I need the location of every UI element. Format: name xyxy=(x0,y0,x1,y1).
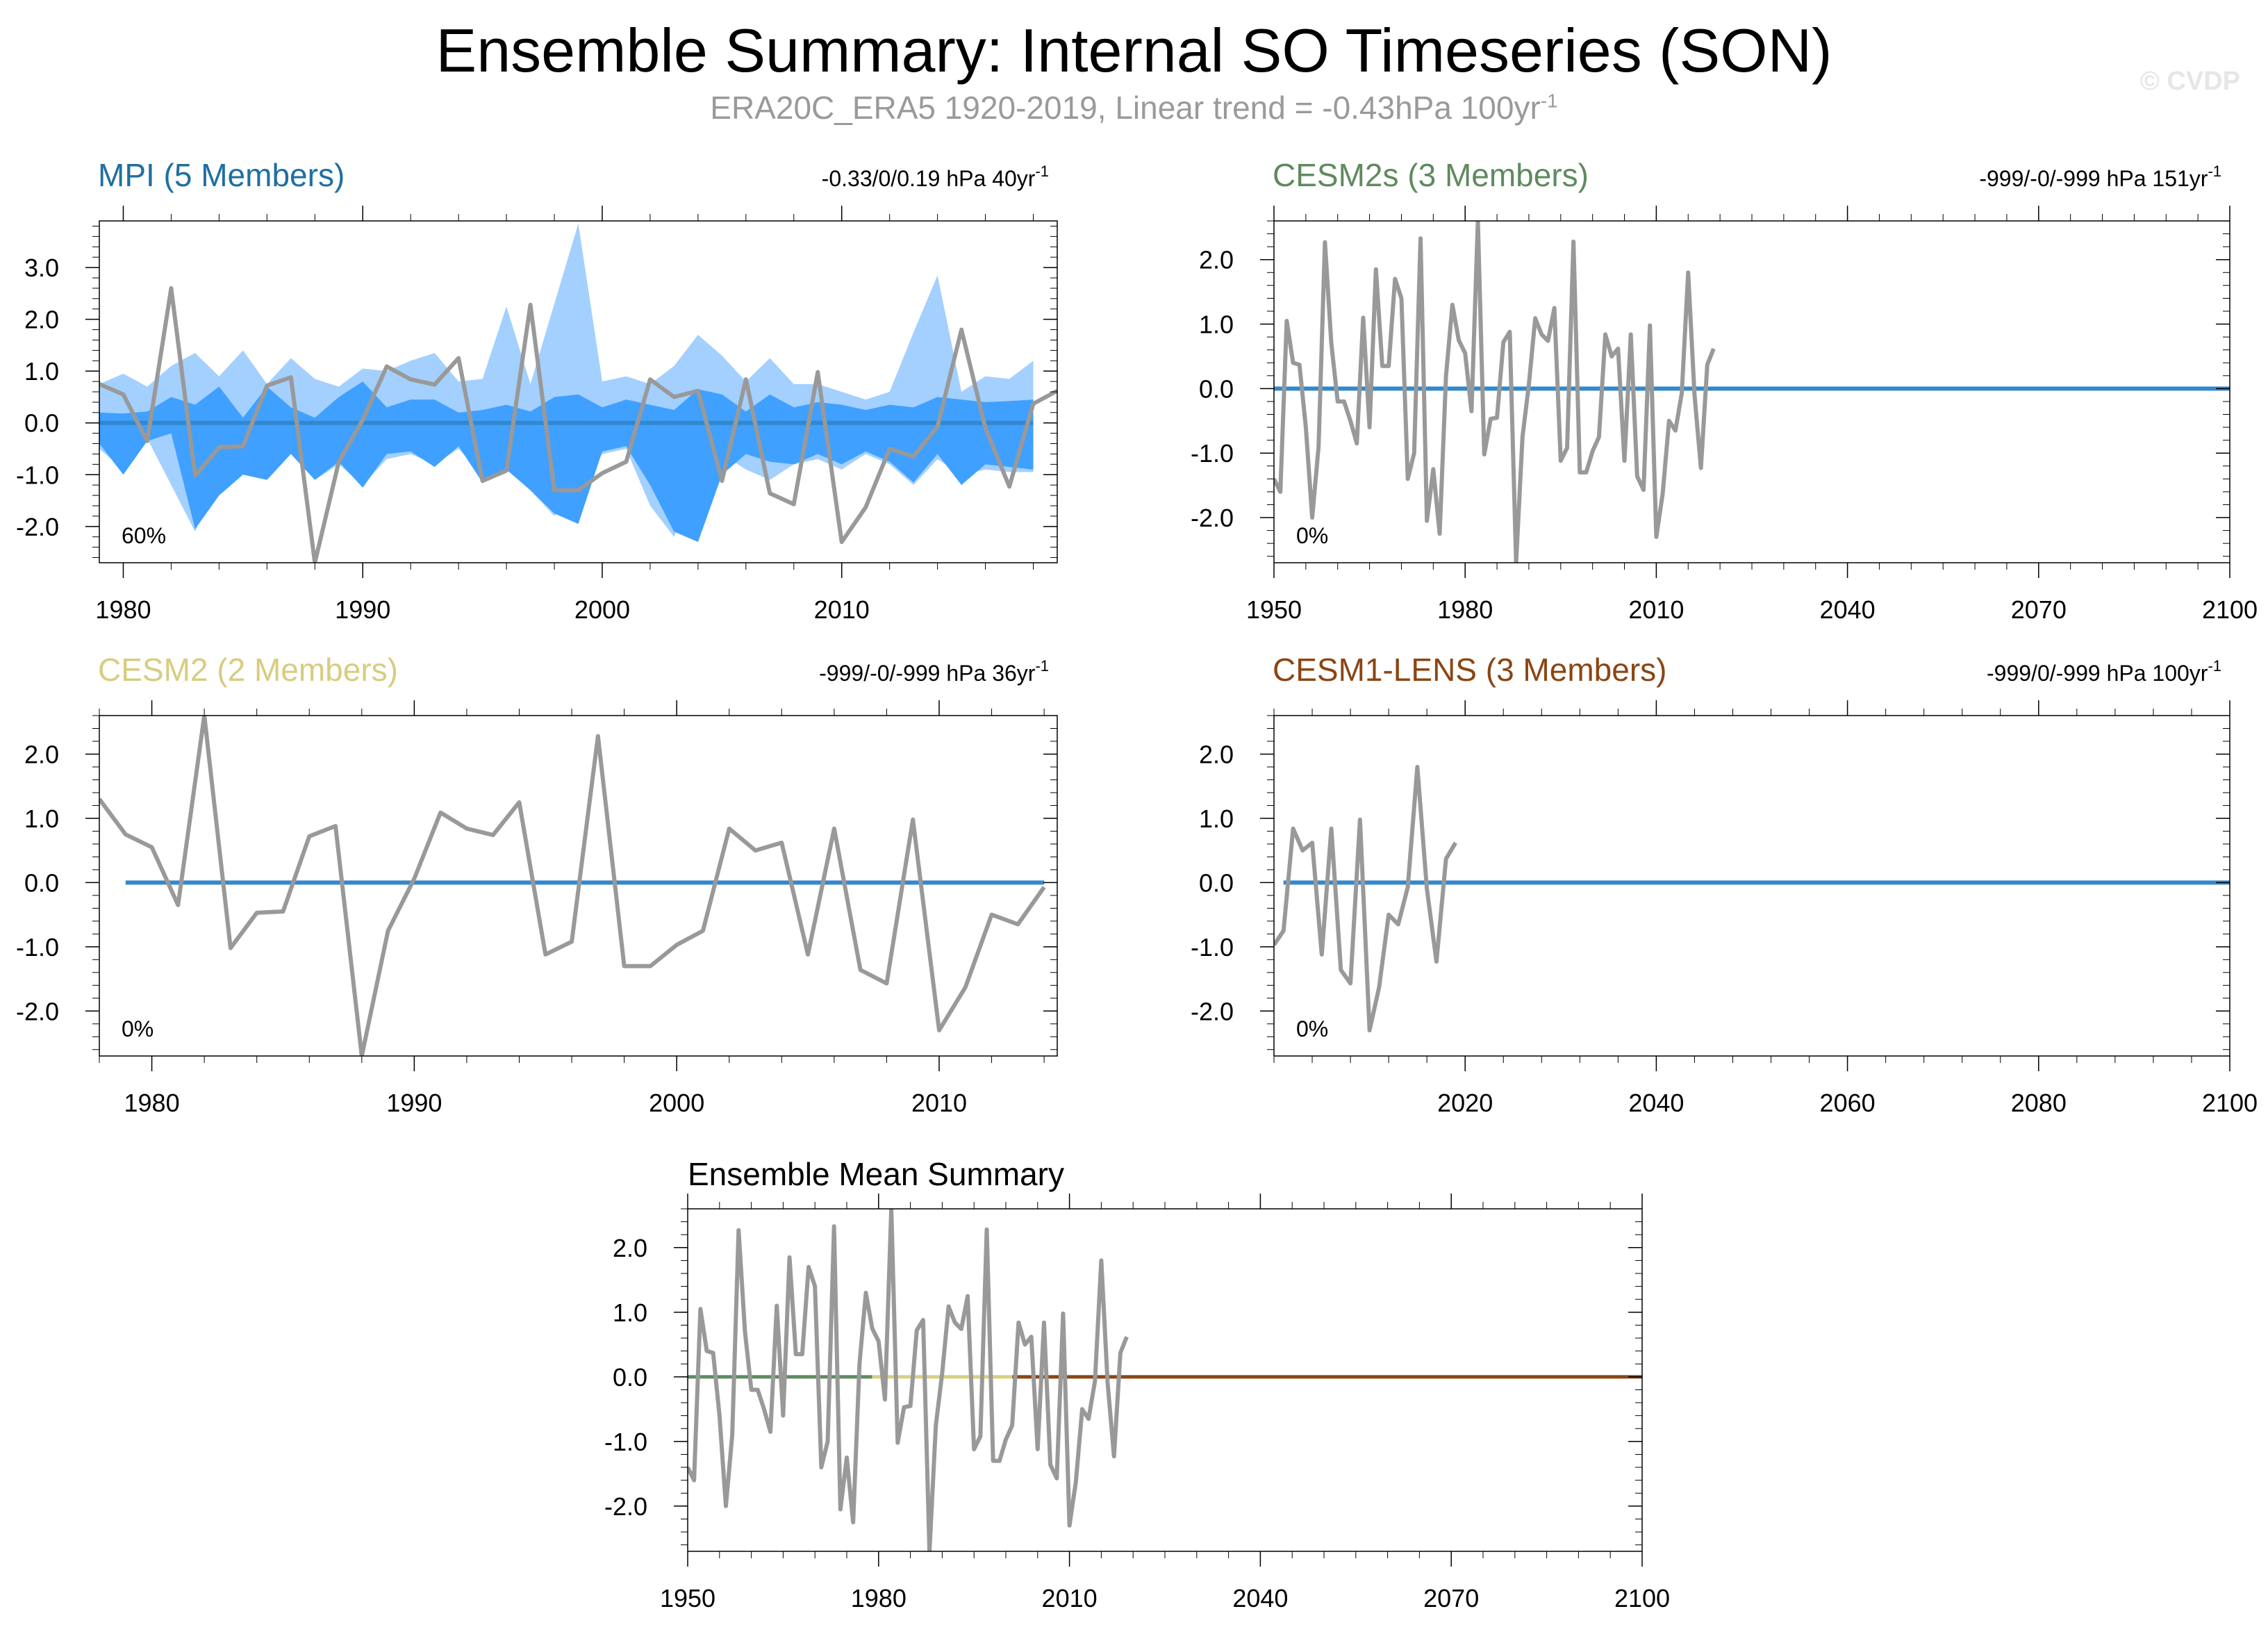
percent-label: 0% xyxy=(1296,523,1328,548)
plot-frame xyxy=(1273,715,2230,1057)
x-tick-label: 2000 xyxy=(574,595,630,624)
y-tick-label: 0.0 xyxy=(1199,868,1234,897)
y-tick-label: -2.0 xyxy=(1191,997,1234,1025)
obs-series-line xyxy=(99,286,1057,563)
y-tick-label: 1.0 xyxy=(1199,804,1234,833)
panel-ensemble-mean: 2.0 1.0 0.0 -1.0 -2.0 1950 1980 2010 2040 2070 210… xyxy=(604,1156,1670,1612)
panel-stat: -999/-0/-999 hPa 36yr-1 xyxy=(819,657,1049,686)
percent-label: 60% xyxy=(122,523,166,548)
x-tick-label: 2040 xyxy=(1628,1089,1684,1117)
y-tick-label: 0.0 xyxy=(24,409,59,438)
x-tick-label: 2010 xyxy=(814,595,870,624)
obs-series-line xyxy=(99,716,1046,1056)
panel-stat-sup: -1 xyxy=(2208,657,2221,675)
x-tick-label: 2010 xyxy=(911,1089,967,1117)
obs-series-line xyxy=(1274,221,1716,563)
plot-area xyxy=(99,716,1046,1056)
plot-frame xyxy=(99,715,1058,1057)
y-tick-label: -1.0 xyxy=(1191,933,1234,962)
panel-stat-sup: -1 xyxy=(2208,163,2221,180)
x-tick-label: 2080 xyxy=(2011,1089,2067,1117)
y-tick-label: 2.0 xyxy=(1199,740,1234,768)
plot-area xyxy=(1274,764,2230,1033)
y-tick-label: -1.0 xyxy=(604,1428,647,1456)
y-tick-label: -2.0 xyxy=(604,1492,647,1521)
x-tick-label: 1980 xyxy=(124,1089,180,1117)
obs-series-line xyxy=(688,1209,1129,1551)
x-tick-label: 2020 xyxy=(1437,1089,1493,1117)
x-tick-label: 2100 xyxy=(2202,1089,2258,1117)
x-tick-label: 2010 xyxy=(1042,1584,1098,1612)
x-tick-label: 2060 xyxy=(1820,1089,1876,1117)
x-tick-label: 2100 xyxy=(2202,595,2258,624)
y-tick-label: -2.0 xyxy=(1191,504,1234,532)
y-tick-label: 0.0 xyxy=(613,1363,647,1392)
x-tick-label: 2010 xyxy=(1628,595,1684,624)
subtitle-sup: -1 xyxy=(1540,90,1558,112)
y-tick-label: 2.0 xyxy=(24,306,59,334)
y-tick-label: -1.0 xyxy=(1191,439,1234,468)
y-tick-label: 1.0 xyxy=(613,1298,647,1327)
panel-stat: -0.33/0/0.19 hPa 40yr-1 xyxy=(822,163,1049,191)
x-tick-label: 2070 xyxy=(2011,595,2067,624)
watermark: © CVDP xyxy=(2139,67,2240,96)
y-tick-label: 2.0 xyxy=(24,740,59,768)
plot-area xyxy=(1274,221,2230,563)
obs-series-line xyxy=(1274,764,1458,1033)
panel-title: MPI (5 Members) xyxy=(98,157,345,193)
x-tick-label: 1990 xyxy=(335,595,390,624)
panel-stat: -999/0/-999 hPa 100yr-1 xyxy=(1987,657,2221,686)
x-tick-label: 2070 xyxy=(1423,1584,1479,1612)
y-tick-label: 0.0 xyxy=(1199,374,1234,403)
panel-title: CESM2s (3 Members) xyxy=(1273,157,1589,193)
y-tick-label: 1.0 xyxy=(24,357,59,386)
panel-title: CESM2 (2 Members) xyxy=(98,652,398,688)
x-tick-label: 1980 xyxy=(851,1584,907,1612)
x-tick-label: 2100 xyxy=(1614,1584,1670,1612)
y-tick-label: -1.0 xyxy=(16,933,59,962)
x-tick-label: 2040 xyxy=(1232,1584,1288,1612)
y-tick-label: -1.0 xyxy=(16,461,59,489)
y-tick-label: -2.0 xyxy=(16,513,59,541)
panel-mpi: 3.0 2.0 1.0 0.0 -1.0 -2.0 1980 1990 2000 2010 MPI … xyxy=(16,157,1058,624)
x-tick-label: 1980 xyxy=(1437,595,1493,624)
y-tick-label: 1.0 xyxy=(1199,311,1234,339)
panel-cesm1-lens: 2.0 1.0 0.0 -1.0 -2.0 2020 2040 2060 2080 2100 CES… xyxy=(1191,652,2258,1117)
y-tick-label: 2.0 xyxy=(613,1234,647,1262)
plot-area xyxy=(99,223,1057,563)
x-tick-label: 1950 xyxy=(660,1584,715,1612)
panel-stat: -999/-0/-999 hPa 151yr-1 xyxy=(1979,163,2221,191)
panel-cesm2: 2.0 1.0 0.0 -1.0 -2.0 1980 1990 2000 2010 CESM2 (… xyxy=(16,652,1058,1117)
y-tick-label: -2.0 xyxy=(16,997,59,1025)
x-tick-label: 2040 xyxy=(1820,595,1876,624)
x-tick-label: 1950 xyxy=(1246,595,1302,624)
main-title: Ensemble Summary: Internal SO Timeseries… xyxy=(436,16,1832,85)
x-tick-label: 1990 xyxy=(386,1089,442,1117)
percent-label: 0% xyxy=(122,1016,154,1041)
x-tick-label: 1980 xyxy=(95,595,151,624)
y-tick-label: 2.0 xyxy=(1199,246,1234,274)
panel-stat-sup: -1 xyxy=(1035,657,1049,675)
y-tick-label: 1.0 xyxy=(24,804,59,833)
plot-area xyxy=(688,1209,1642,1551)
percent-label: 0% xyxy=(1296,1016,1328,1041)
y-tick-label: 3.0 xyxy=(24,254,59,282)
y-tick-label: 0.0 xyxy=(24,868,59,897)
panel-stat-sup: -1 xyxy=(1035,163,1049,180)
panel-title: Ensemble Mean Summary xyxy=(688,1156,1064,1192)
subtitle: ERA20C_ERA5 1920-2019, Linear trend = -0… xyxy=(0,89,2268,126)
panel-cesm2s: 2.0 1.0 0.0 -1.0 -2.0 1950 1980 2010 2040 2070 210… xyxy=(1191,157,2258,624)
subtitle-text: ERA20C_ERA5 1920-2019, Linear trend = -0… xyxy=(710,90,1541,126)
panel-title: CESM1-LENS (3 Members) xyxy=(1273,652,1666,688)
x-tick-label: 2000 xyxy=(649,1089,704,1117)
